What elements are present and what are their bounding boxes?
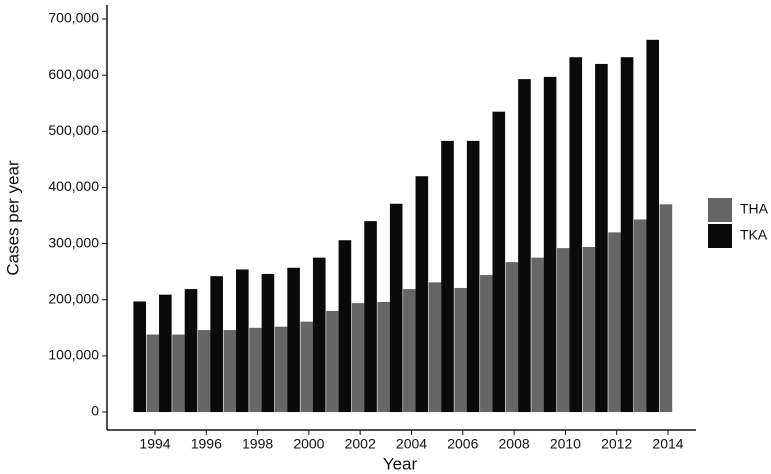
x-tick-label: 1998 (242, 436, 273, 452)
bar (403, 289, 416, 413)
bar (377, 301, 391, 413)
y-tick-label: 200,000 (48, 290, 99, 306)
bar (557, 248, 570, 413)
y-tick-label: 400,000 (48, 178, 99, 194)
bar (159, 294, 172, 413)
bar (274, 326, 288, 413)
bar (518, 79, 531, 413)
legend-swatch (708, 198, 732, 222)
bar (480, 275, 493, 413)
x-tick-label: 2012 (601, 436, 632, 452)
bar (338, 240, 352, 413)
x-tick-label: 2008 (499, 436, 530, 452)
bar (146, 334, 160, 413)
bar (223, 330, 237, 413)
bar (197, 330, 211, 413)
bar (261, 273, 275, 413)
bar (351, 303, 365, 413)
x-tick-label: 2014 (652, 436, 683, 452)
bar (133, 301, 146, 413)
bar (466, 140, 480, 413)
y-tick-label: 700,000 (48, 10, 99, 26)
y-axis-title: Cases per year (3, 160, 22, 276)
bar (300, 321, 314, 413)
x-tick-label: 1996 (191, 436, 222, 452)
bar (492, 111, 506, 413)
x-tick-label: 2006 (447, 436, 478, 452)
x-tick-label: 1994 (139, 436, 170, 452)
legend-label: TKA (740, 227, 768, 243)
bar (441, 140, 454, 413)
bar (287, 267, 300, 413)
legend-swatch (708, 224, 732, 248)
bar (428, 282, 442, 413)
bar (415, 176, 429, 413)
bar (172, 334, 185, 413)
bar (646, 39, 659, 413)
y-tick-label: 600,000 (48, 66, 99, 82)
x-tick-label: 2004 (396, 436, 427, 452)
bar (659, 204, 673, 413)
bar (595, 63, 608, 413)
bar (389, 203, 403, 413)
bar (531, 257, 544, 413)
bar (505, 262, 519, 413)
bar (543, 76, 557, 413)
bar (236, 269, 249, 413)
x-tick-label: 2010 (550, 436, 581, 452)
bar (620, 57, 634, 413)
y-tick-label: 100,000 (48, 347, 99, 363)
x-axis-title: Year (383, 454, 418, 473)
bar (454, 287, 467, 413)
bar (326, 310, 339, 413)
bar (312, 257, 326, 413)
bar (184, 289, 198, 413)
bar (249, 327, 262, 413)
bar (569, 57, 583, 413)
x-tick-label: 2002 (345, 436, 376, 452)
bar (582, 246, 596, 413)
legend-label: THA (740, 201, 769, 217)
bar (210, 276, 223, 413)
bar (608, 232, 621, 413)
bar (633, 219, 647, 413)
x-tick-label: 2000 (293, 436, 324, 452)
y-tick-label: 500,000 (48, 122, 99, 138)
y-tick-label: 0 (91, 403, 99, 419)
y-tick-label: 300,000 (48, 234, 99, 250)
bar (364, 221, 377, 413)
